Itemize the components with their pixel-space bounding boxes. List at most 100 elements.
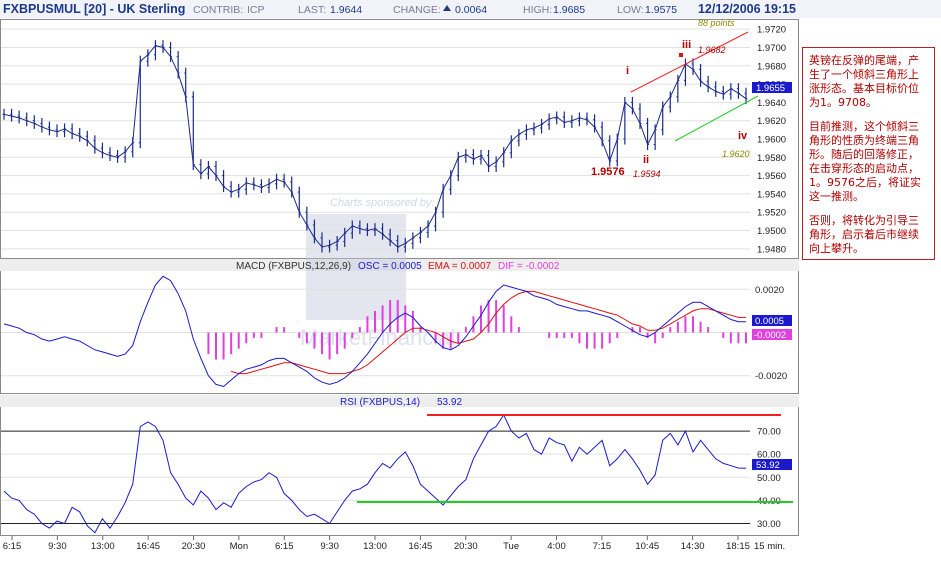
macd-legend-osc: OSC = 0.0005 <box>358 261 422 272</box>
macd-legend-dif: DIF = -0.0002 <box>498 261 560 272</box>
x-tick-label: 9:30 <box>320 541 339 552</box>
rsi-tick-label: 50.00 <box>757 473 781 484</box>
rsi-series <box>3 413 747 534</box>
header-datetime: 12/12/2006 19:15 <box>698 2 796 16</box>
price-tick-label: 1.9620 <box>757 116 786 127</box>
wave-label-ii: ii <box>643 154 649 166</box>
price-tick-label: 1.9680 <box>757 61 786 72</box>
rsi-line <box>3 413 747 534</box>
x-tick-label: Tue <box>503 541 519 552</box>
macd-value-box-bg <box>752 315 792 326</box>
price-value-box-text: 1.9655 <box>756 83 785 94</box>
low-value: 1.9575 <box>645 4 677 16</box>
x-tick-label: Mon <box>230 541 248 552</box>
analysis-paragraph-2: 目前推测，这个倾斜三角形的性质为终端三角形。随后的回落修正，在击穿形态的启动点，… <box>809 120 921 203</box>
x-tick-label: 4:00 <box>547 541 566 552</box>
price-tick-label: 1.9520 <box>757 208 786 219</box>
rsi-panel <box>0 395 799 536</box>
x-tick-label: 7:15 <box>593 541 612 552</box>
last-label: LAST: <box>298 4 326 16</box>
macd-series <box>3 275 747 388</box>
rsi-value-box-text: 53.92 <box>756 460 780 471</box>
contrib-label: CONTRIB: <box>193 4 243 16</box>
price-tick-label: 1.9560 <box>757 171 786 182</box>
change-label: CHANGE: <box>393 4 441 16</box>
macd-value-box-text: 0.0005 <box>755 316 784 327</box>
rsi-current: 53.92 <box>437 397 462 408</box>
macd-value-boxes: 0.0005 -0.0002 <box>752 315 792 341</box>
wave-label-iii: iii <box>682 39 691 51</box>
price-series <box>2 40 748 253</box>
x-tick-label: 6:15 <box>3 541 22 552</box>
x-tick-label: 9:30 <box>48 541 67 552</box>
x-tick-label: 13:00 <box>91 541 115 552</box>
price-tick-label: 1.9700 <box>757 43 786 54</box>
rsi-tick-label: 30.00 <box>757 519 781 530</box>
low-price-1-9594: 1.9594 <box>633 169 661 179</box>
price-1-9620: 1.9620 <box>722 149 750 159</box>
watermark-brand-text: MarketFinancial <box>300 325 455 350</box>
price-line <box>3 45 747 248</box>
rsi-title: RSI (FXBPUS,14) <box>340 397 420 408</box>
x-tick-label: 16:45 <box>408 541 432 552</box>
wave-iii-marker <box>679 53 683 57</box>
x-tick-label: 13:00 <box>363 541 387 552</box>
analysis-note: 英镑在反弹的尾端，产生了一个倾斜三角形上涨形态。基本目标价位为1。9708。 目… <box>802 47 935 260</box>
x-tick-label: 20:30 <box>454 541 478 552</box>
symbol-title: FXBPUSMUL [20] - UK Sterling <box>3 2 185 16</box>
triangle-lower-line <box>674 95 759 142</box>
price-value-box-bg <box>752 82 792 93</box>
rsi-tick-label: 60.00 <box>757 450 781 461</box>
rsi-title-bar <box>0 395 799 407</box>
x-tick-label: 6:15 <box>275 541 294 552</box>
price-grid: 1.97201.97001.96801.96601.96401.96201.96… <box>1 25 786 255</box>
header-bar <box>0 0 941 18</box>
low-price-1-9576: 1.9576 <box>591 166 625 178</box>
price-tick-label: 1.9720 <box>757 25 786 36</box>
price-tick-label: 1.9500 <box>757 226 786 237</box>
macd-tick-label: -0.0020 <box>755 371 787 382</box>
price-tick-label: 1.9480 <box>757 244 786 255</box>
macd-ema-line <box>230 290 746 375</box>
x-tick-label: 20:30 <box>182 541 206 552</box>
dif-value-box-bg <box>752 329 792 340</box>
price-tick-label: 1.9600 <box>757 135 786 146</box>
x-tick-label: 10:45 <box>635 541 659 552</box>
price-tick-label: 1.9640 <box>757 98 786 109</box>
macd-tick-label: 0.0020 <box>755 285 784 296</box>
price-tick-label: 1.9580 <box>757 153 786 164</box>
rsi-value-box-bg <box>752 459 792 470</box>
macd-title-bar <box>0 259 799 271</box>
x-axis: 6:15 9:30 13:00 16:45 20:30 Mon 6:15 9:30 13:00 1… <box>3 536 785 552</box>
high-price-1-9682: 1.9682 <box>698 45 726 55</box>
change-up-arrow-icon <box>443 5 451 11</box>
wave-label-i: i <box>626 65 629 77</box>
wave-label-iv: iv <box>738 130 748 142</box>
high-value: 1.9685 <box>553 4 585 16</box>
macd-title: MACD (FXBPUS,12,26,9) <box>236 261 351 272</box>
contrib-value: ICP <box>247 4 265 16</box>
macd-osc-line <box>3 275 746 388</box>
price-tick-label: 1.9540 <box>757 189 786 200</box>
triangle-upper-line <box>630 31 749 93</box>
analysis-paragraph-3: 否则，将转化为引导三角形，启示着后市继续向上攀升。 <box>809 214 919 255</box>
rsi-value-box: 53.92 <box>752 459 792 471</box>
points-88-label: 88 points <box>698 18 735 28</box>
high-label: HIGH: <box>523 4 552 16</box>
dif-value-box-text: -0.0002 <box>754 330 786 341</box>
last-value: 1.9644 <box>330 4 362 16</box>
x-unit-label: 15 min. <box>754 541 785 552</box>
watermark: Charts sponsored by: MarketFinancial <box>300 197 455 350</box>
price-value-box: 1.9655 <box>752 82 792 94</box>
macd-legend-ema: EMA = 0.0007 <box>428 261 492 272</box>
price-panel <box>0 19 799 259</box>
rsi-tick-label: 70.00 <box>757 427 781 438</box>
watermark-sponsor-text: Charts sponsored by: <box>330 197 435 209</box>
x-tick-label: 18:15 <box>726 541 750 552</box>
analysis-paragraph-1: 英镑在反弹的尾端，产生了一个倾斜三角形上涨形态。基本目标价位为1。9708。 <box>809 54 919 109</box>
change-value: 0.0064 <box>455 4 487 16</box>
low-label: LOW: <box>617 4 644 16</box>
